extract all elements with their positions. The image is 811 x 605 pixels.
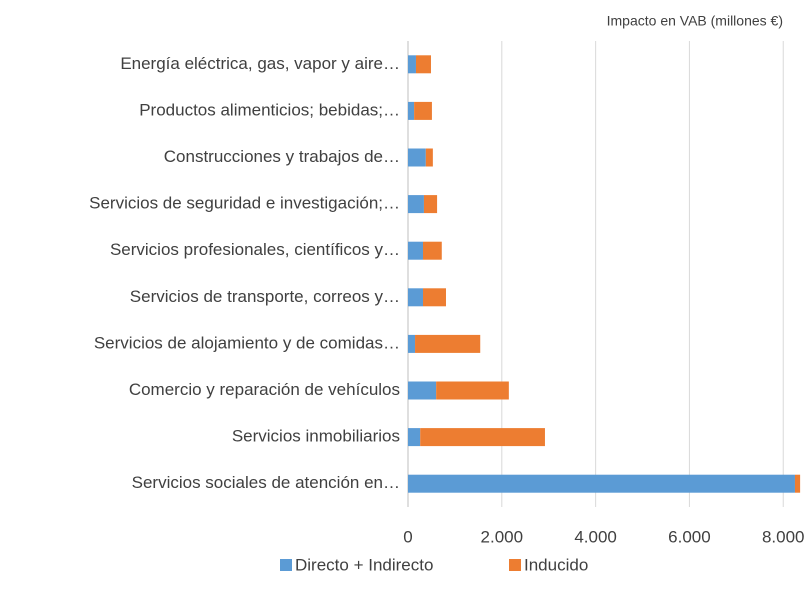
bar-segment	[420, 428, 545, 447]
bar-segment	[408, 381, 437, 400]
y-tick-label: Productos alimenticios; bebidas;…	[139, 100, 400, 119]
x-tick-label: 8.000	[762, 527, 805, 546]
y-tick-label: Energía eléctrica, gas, vapor y aire…	[120, 54, 400, 73]
bar-segment	[408, 195, 424, 214]
bar-segment	[415, 334, 481, 353]
bar-segment	[436, 381, 509, 400]
axis-title: Impacto en VAB (millones €)	[607, 13, 783, 29]
legend-swatch	[280, 559, 292, 571]
bar-segment	[423, 288, 446, 307]
x-tick-label: 4.000	[574, 527, 617, 546]
y-tick-label: Servicios de alojamiento y de comidas…	[94, 333, 400, 352]
x-tick-label: 2.000	[481, 527, 524, 546]
bar-segment	[408, 288, 424, 307]
bar-segment	[425, 148, 433, 167]
legend-swatch	[509, 559, 521, 571]
x-tick-label: 6.000	[668, 527, 711, 546]
bar-segment	[408, 241, 424, 260]
bar-segment	[414, 101, 432, 120]
bar-segment	[423, 241, 442, 260]
y-tick-label: Servicios de seguridad e investigación;…	[89, 194, 400, 213]
legend-label: Directo + Indirecto	[295, 555, 433, 574]
y-tick-label: Construcciones y trabajos de…	[164, 147, 400, 166]
bar-segment	[415, 55, 431, 74]
y-tick-label: Servicios inmobiliarios	[232, 427, 400, 446]
bar-segment	[408, 428, 421, 447]
y-tick-label: Servicios profesionales, científicos y…	[110, 240, 400, 259]
bar-segment	[423, 195, 438, 214]
bar-segment	[408, 474, 795, 493]
bar-segment	[794, 474, 801, 493]
bar-segment	[408, 334, 416, 353]
bar-segment	[408, 55, 416, 74]
bar-segment	[408, 148, 426, 167]
bar-segment	[408, 101, 415, 120]
y-tick-label: Servicios sociales de atención en…	[132, 473, 400, 492]
legend-label: Inducido	[524, 555, 588, 574]
y-tick-label: Servicios de transporte, correos y…	[130, 287, 400, 306]
y-tick-label: Comercio y reparación de vehículos	[129, 380, 400, 399]
x-tick-label: 0	[403, 527, 412, 546]
